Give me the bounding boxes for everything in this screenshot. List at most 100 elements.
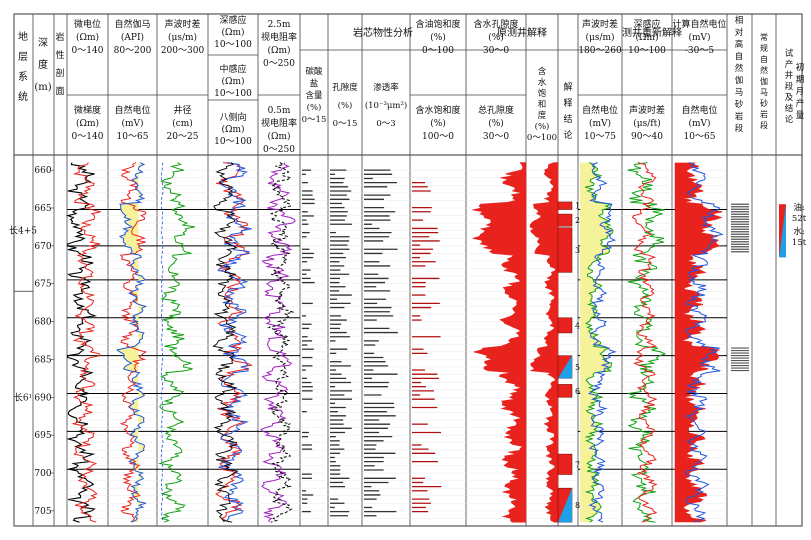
water-saturation-fill	[529, 162, 559, 523]
header-ac-sp-new-top: 180～260	[578, 46, 622, 56]
header-water-sat: 0～100	[527, 133, 557, 143]
header-lith: 岩	[55, 31, 64, 43]
depth-tick-label: 670	[34, 242, 51, 252]
header-rd-dt-new-top: 10～100	[628, 46, 666, 56]
header-saturation-top: 含油饱和度	[415, 18, 460, 30]
header-normal-gr: 马	[760, 88, 768, 97]
test-oil-value: 52t	[792, 214, 807, 224]
test-oil-label: 油:	[793, 202, 804, 213]
header-production: 初	[796, 62, 805, 73]
header-ac-cal-bottom: 20～25	[167, 132, 199, 142]
header-strata: 层	[18, 51, 28, 63]
header-high-gr: 岩	[735, 111, 744, 122]
header-normal-gr: 规	[760, 43, 768, 53]
header-micro-top: 微电位	[74, 18, 101, 30]
header-carbonate: 碳酸	[305, 66, 323, 77]
micro-gradient-curve	[65, 162, 98, 523]
header-rm: 10～100	[214, 89, 252, 99]
header-gr-sp-bottom: (mV)	[121, 118, 143, 129]
header-rm: 中感应	[219, 63, 246, 75]
header-gr-sp-bottom: 自然电位	[114, 104, 150, 116]
csp-fill	[674, 162, 723, 523]
header-ac-cal-bottom: 井径	[173, 104, 191, 116]
header-depth: (m)	[34, 82, 51, 93]
header-normal-gr: 自	[760, 54, 768, 64]
deep-induction-new-curve	[627, 162, 667, 523]
header-carbonate: 0～15	[302, 115, 327, 125]
header-lith: 性	[55, 49, 64, 61]
header-water-sat: 度	[538, 110, 547, 121]
depth-tick-label: 705	[34, 507, 51, 517]
header-resistivity-top: 0～250	[263, 59, 295, 69]
header-ac-sp-new-bottom: 10～75	[584, 132, 616, 142]
header-high-gr: 砂	[735, 99, 744, 110]
header-csp-new-top: 计算自然电位	[672, 18, 726, 30]
header-conclusion: 结	[563, 113, 572, 125]
header-high-gr: 然	[735, 63, 744, 74]
header-production: 产	[796, 98, 805, 109]
header-test: 产	[785, 59, 794, 70]
header-csp-new-bottom: 10～65	[684, 132, 716, 142]
group-title-new: 测井重新解释	[622, 26, 682, 39]
header-micro-bottom: 微梯度	[74, 104, 101, 116]
depth-tick-label: 680	[34, 318, 51, 328]
header-resistivity-top: 视电阻率	[261, 31, 297, 43]
header-porosity2-bottom: 总孔隙度	[478, 104, 514, 116]
test-water-label: 水:	[793, 226, 804, 237]
header-porosity: 0～15	[333, 119, 358, 129]
header-lith: 面	[55, 86, 64, 97]
conclusion-box	[557, 453, 573, 475]
header-water-sat: 饱	[538, 88, 547, 99]
header-gr-sp-top: (API)	[121, 32, 144, 43]
header-rd: 10～100	[214, 40, 252, 50]
header-depth: 深	[38, 37, 48, 49]
header-normal-gr: 岩	[760, 109, 768, 119]
header-resistivity-bottom: (Ωm)	[267, 131, 290, 142]
header-porosity2-top: (%)	[488, 32, 504, 43]
layer-number: 8	[575, 501, 580, 510]
water-zone-mark	[558, 488, 572, 523]
formation-label: 长6¹	[14, 391, 32, 403]
header-high-gr: 对	[735, 27, 744, 38]
header-saturation-bottom: (%)	[430, 118, 446, 129]
header-ac-cal-top: (μs/m)	[168, 32, 197, 43]
header-conclusion: 释	[563, 97, 572, 109]
conclusion-box	[557, 213, 573, 227]
header-porosity2-bottom: (%)	[488, 118, 504, 129]
header-saturation-bottom: 含水饱和度	[415, 104, 460, 116]
layer-number: 3	[575, 246, 580, 255]
header-rd-dt-new-top: (Ωm)	[635, 32, 658, 43]
header-strata: 系	[18, 71, 28, 83]
header-porosity2-bottom: 30～0	[483, 132, 509, 142]
header-csp-new-bottom: 自然电位	[681, 104, 717, 116]
header-rd-dt-new-bottom: 90～40	[631, 132, 663, 142]
depth-tick-label: 700	[34, 469, 51, 479]
header-micro-bottom: (Ωm)	[76, 118, 99, 129]
header-normal-gr: 砂	[760, 98, 768, 108]
header-production: 量	[796, 111, 805, 121]
header-strata: 统	[18, 90, 28, 103]
header-ac-sp-new-top: 声波时差	[582, 18, 618, 30]
header-permeability: (10⁻³μm²)	[365, 100, 407, 111]
header-porosity2-top: 30～0	[483, 46, 509, 56]
dt-new-curve	[631, 162, 658, 523]
header-high-gr: 段	[735, 123, 744, 134]
header-micro-top: (Ωm)	[76, 32, 99, 43]
group-title-orig: 原测井解释	[497, 26, 547, 39]
layer-number: 2	[575, 216, 580, 225]
header-test: 段	[785, 81, 794, 92]
header-gr-sp-bottom: 10～65	[117, 132, 149, 142]
header-high-gr: 马	[735, 88, 744, 98]
ac-new-curve	[584, 162, 614, 523]
depth-tick-label: 660	[34, 166, 51, 176]
header-ac-cal-bottom: (cm)	[172, 118, 193, 129]
layer-number: 6	[575, 387, 580, 396]
conclusion-box	[557, 384, 573, 398]
caliper-curve	[160, 162, 164, 523]
header-water-sat: 含	[538, 66, 547, 77]
formation-label: 长4+5	[9, 225, 37, 237]
layer-number: 5	[575, 363, 580, 372]
header-permeability: 0～3	[376, 119, 395, 129]
header-test: 及	[785, 93, 794, 103]
header-rm: (Ωm)	[221, 76, 244, 87]
